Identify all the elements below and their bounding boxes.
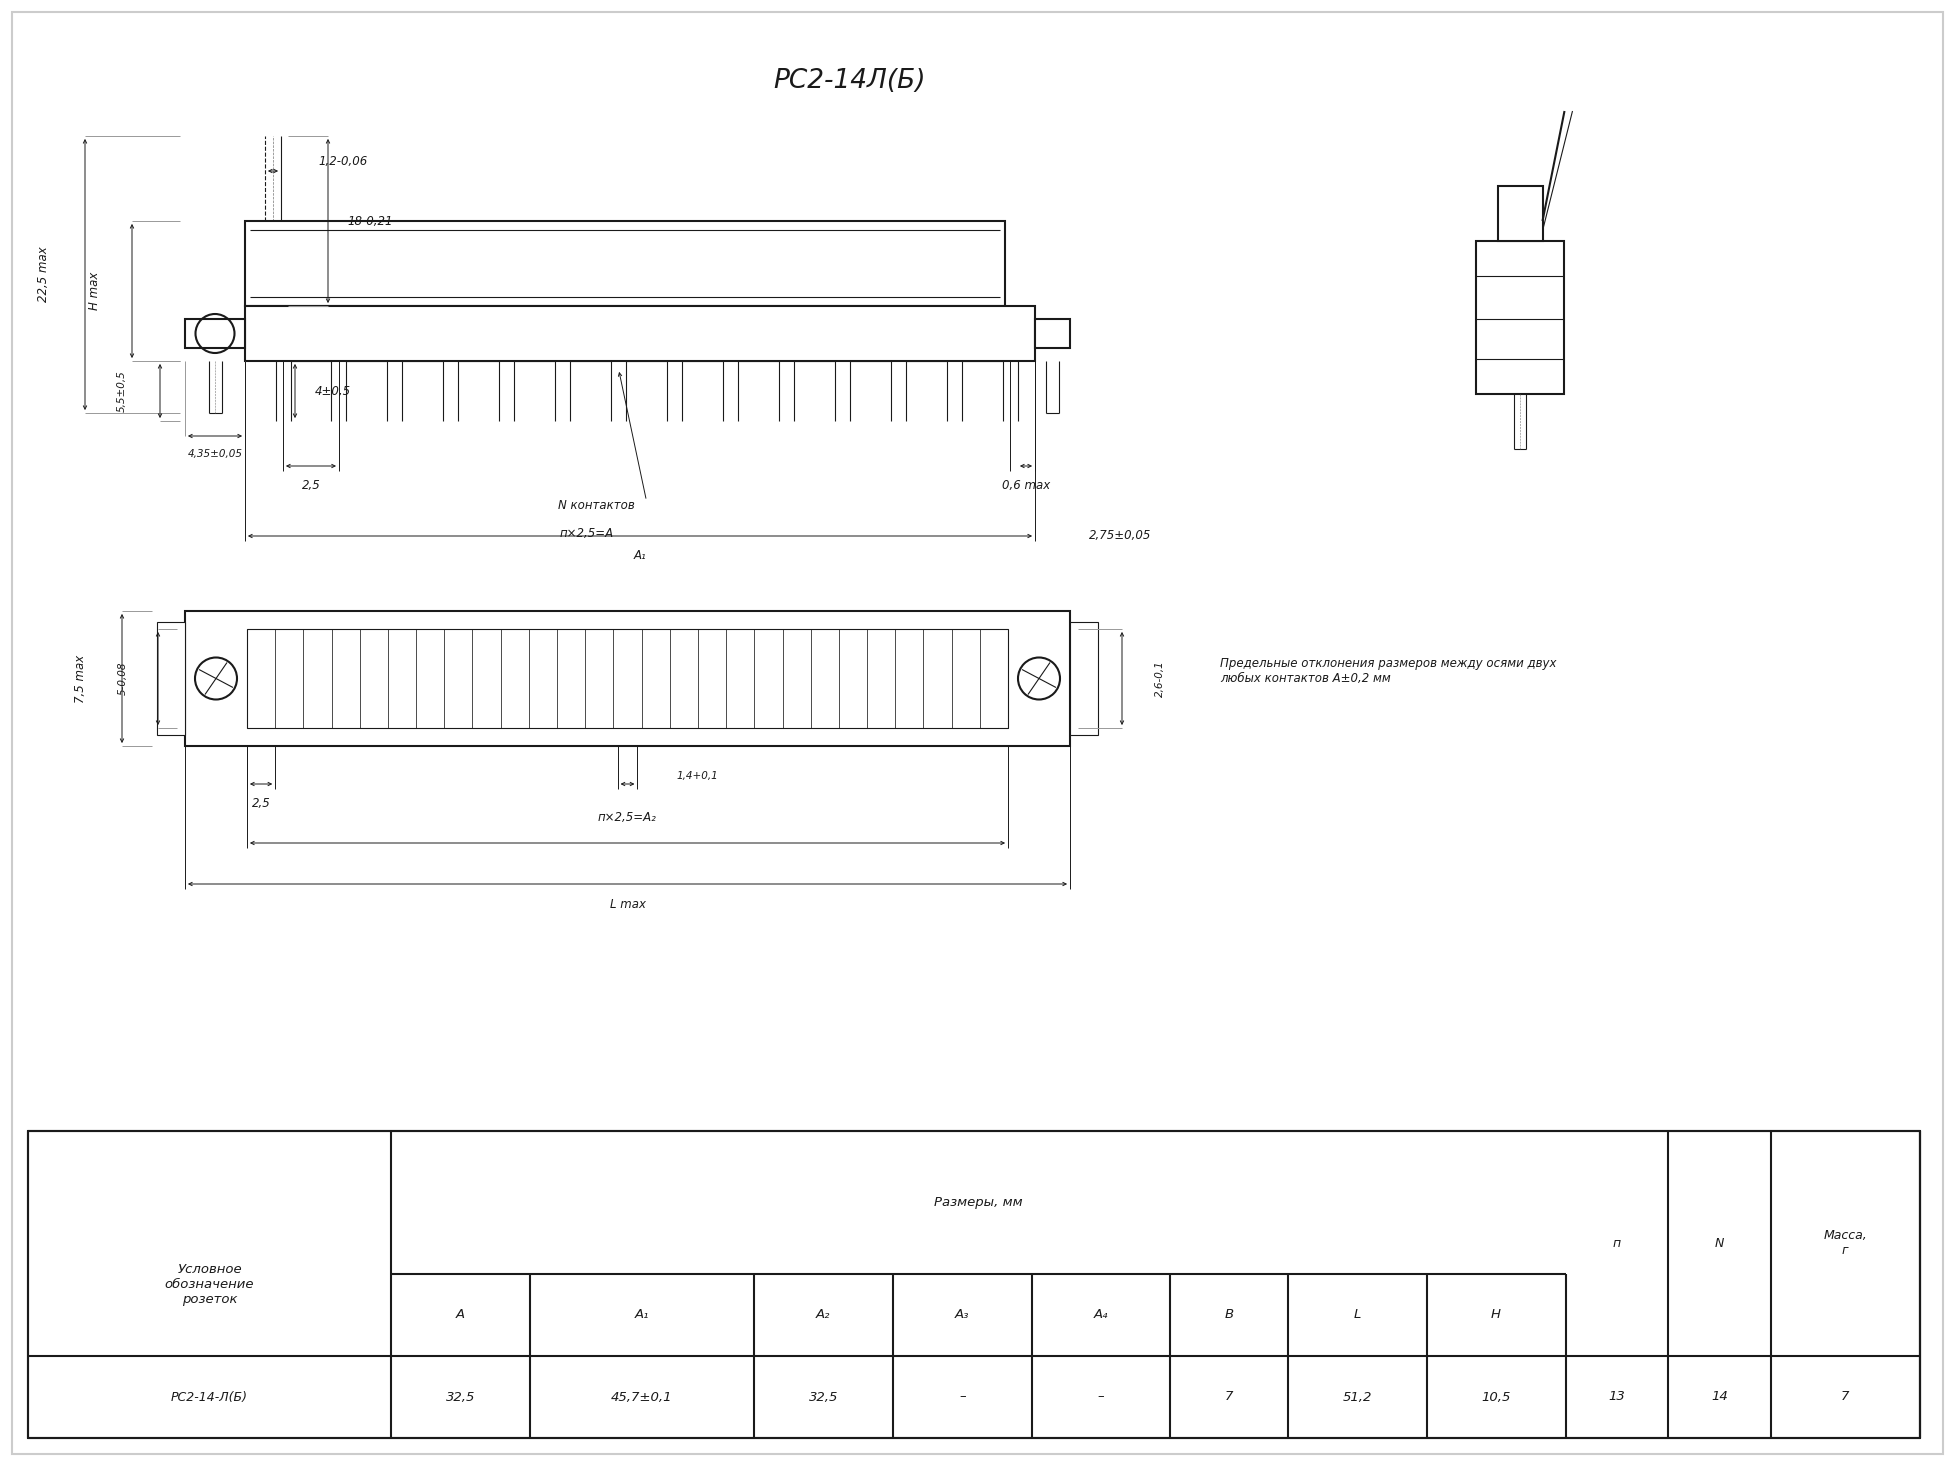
Text: Н max: Н max [88,271,100,311]
Text: L max: L max [610,897,645,910]
Text: 10,5: 10,5 [1482,1390,1511,1403]
Text: –: – [960,1390,966,1403]
Text: А₁: А₁ [633,550,647,563]
Bar [1034,320,1069,347]
Text: 18-0,21: 18-0,21 [348,214,393,227]
Bar [244,221,1005,306]
Text: –: – [1099,1390,1105,1403]
Bar [1069,622,1099,734]
Text: 22,5 max: 22,5 max [37,246,49,302]
Text: N: N [1715,1237,1724,1250]
Text: 51,2: 51,2 [1343,1390,1372,1403]
Text: 32,5: 32,5 [446,1390,475,1403]
Text: А₄: А₄ [1093,1309,1108,1321]
Text: В: В [1224,1309,1234,1321]
Text: N контактов: N контактов [557,500,635,513]
Text: 2,5: 2,5 [301,479,321,493]
Text: А₂: А₂ [815,1309,831,1321]
Bar [186,320,244,347]
Text: 4±0,5: 4±0,5 [315,384,352,397]
Text: 13: 13 [1609,1390,1625,1403]
Text: 5-0,08: 5-0,08 [117,661,127,695]
Text: 7: 7 [1226,1390,1234,1403]
Text: п×2,5=А: п×2,5=А [559,528,614,541]
Text: 14: 14 [1711,1390,1728,1403]
Text: L: L [1353,1309,1361,1321]
Bar [1476,240,1564,394]
Text: Размеры, мм: Размеры, мм [934,1196,1022,1209]
Text: А₃: А₃ [954,1309,970,1321]
Text: Предельные отклонения размеров между осями двух
любых контактов А±0,2 мм: Предельные отклонения размеров между ося… [1220,657,1556,685]
Bar [186,611,1069,746]
Text: п×2,5=А₂: п×2,5=А₂ [598,812,657,824]
Bar [27,1130,1920,1438]
Text: РС2-14-Л(Б): РС2-14-Л(Б) [170,1390,248,1403]
Bar [244,306,1034,361]
Text: Условное
обозначение
розеток: Условное обозначение розеток [164,1264,254,1306]
Text: 4,35±0,05: 4,35±0,05 [188,449,242,459]
Text: 2,75±0,05: 2,75±0,05 [1089,529,1151,542]
Text: Н: Н [1492,1309,1501,1321]
Bar [156,622,186,734]
Text: РС2-14Л(Б): РС2-14Л(Б) [774,67,927,94]
Text: 2,5: 2,5 [252,798,270,811]
Text: 0,6 max: 0,6 max [1001,479,1050,493]
Text: 7: 7 [1842,1390,1849,1403]
Text: 7,5 max: 7,5 max [74,654,86,702]
Bar [1498,186,1542,240]
Text: 32,5: 32,5 [809,1390,839,1403]
Text: 1,4+0,1: 1,4+0,1 [676,771,717,781]
Text: 2,6-0,1: 2,6-0,1 [1155,660,1165,696]
Text: Масса,
г: Масса, г [1824,1230,1867,1258]
Text: 5,5±0,5: 5,5±0,5 [117,369,127,412]
Bar [246,629,1009,729]
Text: п: п [1613,1237,1621,1250]
Text: 1,2-0,06: 1,2-0,06 [319,154,368,167]
Text: А: А [456,1309,465,1321]
Text: А₁: А₁ [635,1309,649,1321]
Text: 45,7±0,1: 45,7±0,1 [612,1390,673,1403]
